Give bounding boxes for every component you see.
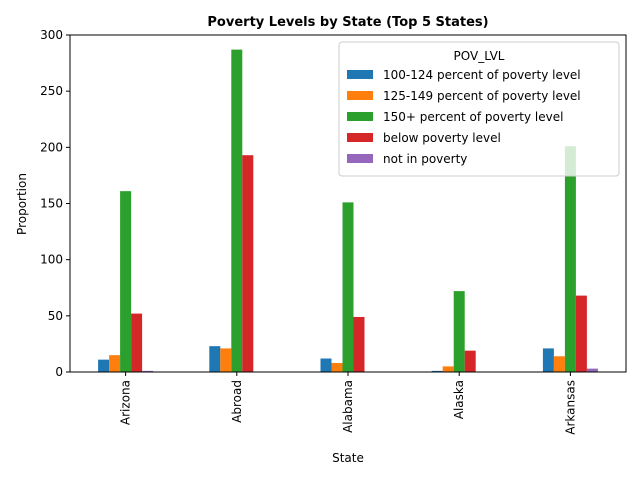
bar-3-3: [464, 350, 476, 372]
bar-2-3: [453, 291, 465, 372]
bar-2-2: [342, 202, 354, 372]
legend-label-1: 125-149 percent of poverty level: [383, 89, 581, 103]
bar-3-1: [242, 155, 254, 372]
bar-3-0: [131, 313, 143, 372]
legend-swatch-4: [347, 154, 373, 163]
bar-4-0: [142, 370, 154, 372]
y-tick-label-3: 150: [40, 197, 63, 211]
legend-label-0: 100-124 percent of poverty level: [383, 68, 581, 82]
x-tick-label-0: Arizona: [119, 380, 133, 425]
bar-2-4: [564, 146, 576, 372]
legend: POV_LVL 100-124 percent of poverty level 1…: [338, 41, 620, 177]
legend-swatch-3: [347, 133, 373, 142]
bar-0-2: [320, 358, 332, 372]
legend-label-2: 150+ percent of poverty level: [383, 110, 563, 124]
legend-swatch-2: [347, 112, 373, 121]
bar-4-4: [586, 368, 598, 372]
legend-box: [338, 41, 620, 177]
bar-3-4: [575, 295, 587, 372]
bar-1-0: [109, 355, 121, 372]
x-tick-label-4: Arkansas: [563, 380, 577, 435]
x-tick-label-2: Alabama: [341, 380, 355, 433]
plot-area: 0 50 100 150 200 250 300 Arizona Abroad Alabama Al…: [40, 28, 627, 435]
bar-2-0: [120, 191, 132, 372]
y-tick-label-0: 0: [55, 365, 63, 379]
y-tick-label-1: 50: [48, 309, 63, 323]
bar-1-3: [442, 366, 454, 372]
bar-0-4: [542, 348, 554, 372]
bar-2-1: [231, 49, 243, 372]
legend-label-3: below poverty level: [383, 131, 501, 145]
y-axis-label: Proportion: [15, 173, 29, 235]
x-tick-label-3: Alaska: [452, 380, 466, 419]
bar-1-4: [553, 356, 565, 372]
x-tick-label-1: Abroad: [230, 380, 244, 423]
legend-title: POV_LVL: [454, 49, 505, 63]
bar-0-0: [98, 359, 110, 372]
y-tick-label-4: 200: [40, 140, 63, 154]
bar-3-2: [353, 316, 365, 372]
x-axis-label: State: [332, 451, 364, 465]
chart-title: Poverty Levels by State (Top 5 States): [207, 15, 488, 30]
bar-0-1: [209, 346, 221, 372]
bar-0-3: [431, 370, 443, 372]
y-tick-label-6: 300: [40, 28, 63, 42]
bar-1-2: [331, 363, 343, 372]
legend-label-4: not in poverty: [383, 152, 467, 166]
legend-swatch-0: [347, 70, 373, 79]
legend-swatch-1: [347, 91, 373, 100]
y-tick-label-5: 250: [40, 84, 63, 98]
bar-1-1: [220, 348, 232, 372]
y-tick-label-2: 100: [40, 253, 63, 267]
